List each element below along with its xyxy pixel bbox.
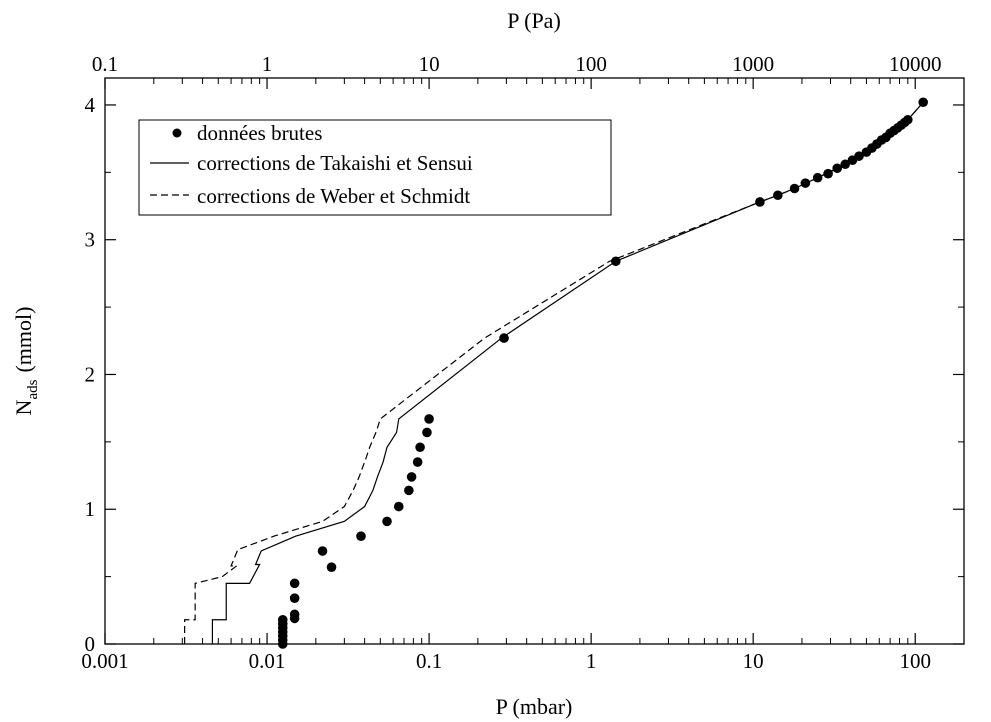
x2-tick-label: 100 (575, 52, 607, 76)
y-tick-label: 2 (85, 362, 96, 386)
data-point (356, 531, 366, 541)
x2-axis-ticks: 0.1 1 10 100 1000 10000 (92, 52, 965, 89)
x2-axis-label: P (Pa) (507, 8, 561, 33)
x-tick-label: 100 (899, 649, 931, 673)
data-point (415, 442, 425, 453)
y-axis-label-main: N (11, 399, 36, 415)
x-tick-label: 0.01 (249, 649, 286, 673)
x-axis-ticks: 0.001 0.01 0.1 1 10 100 (81, 633, 965, 673)
y-tick-label: 3 (85, 228, 96, 252)
data-point (499, 333, 509, 343)
legend-box (138, 119, 612, 216)
data-point (406, 472, 417, 482)
x-tick-label: 0.001 (81, 649, 128, 673)
x2-tick-label: 1 (262, 52, 273, 76)
plot-frame (104, 77, 965, 645)
svg-text:Nads(mmol): Nads (mmol) (11, 307, 41, 416)
series-line-2 (184, 101, 924, 644)
series-layer (184, 97, 928, 649)
data-point (382, 516, 392, 527)
x2-tick-label: 1000 (732, 52, 774, 76)
y-axis-label-unit: (mmol) (11, 307, 36, 373)
y-tick-label: 1 (85, 497, 96, 521)
legend-label-takaishi: corrections de Takaishi et Sensui (197, 151, 473, 175)
legend-label-weber: corrections de Weber et Schmidt (197, 184, 470, 208)
data-point (412, 457, 423, 467)
data-point (277, 614, 288, 625)
data-point (404, 485, 414, 496)
y-tick-label: 0 (85, 632, 96, 656)
legend: données brutes corrections de Takaishi e… (138, 119, 612, 216)
data-point (317, 546, 328, 556)
data-point (289, 609, 300, 620)
legend-label-raw: données brutes (197, 121, 322, 145)
x2-tick-label: 0.1 (92, 52, 118, 76)
data-point (424, 414, 434, 424)
y-axis-label: Nads (mmol) (11, 307, 41, 416)
x-tick-label: 1 (586, 649, 597, 673)
data-point (289, 578, 300, 589)
y-axis-label-sub: ads (25, 379, 41, 399)
data-point (326, 562, 337, 572)
data-point (393, 501, 404, 512)
data-point (289, 593, 300, 603)
x2-tick-label: 10000 (889, 52, 942, 76)
data-point (422, 427, 432, 438)
y-tick-label: 4 (85, 93, 96, 117)
x-tick-label: 0.1 (416, 649, 442, 673)
x2-tick-label: 10 (419, 52, 440, 76)
legend-marker-raw (172, 128, 182, 138)
x-tick-label: 10 (743, 649, 764, 673)
y-axis-ticks: 0 1 2 3 4 (85, 93, 964, 656)
x-axis-label: P (mbar) (496, 694, 573, 719)
